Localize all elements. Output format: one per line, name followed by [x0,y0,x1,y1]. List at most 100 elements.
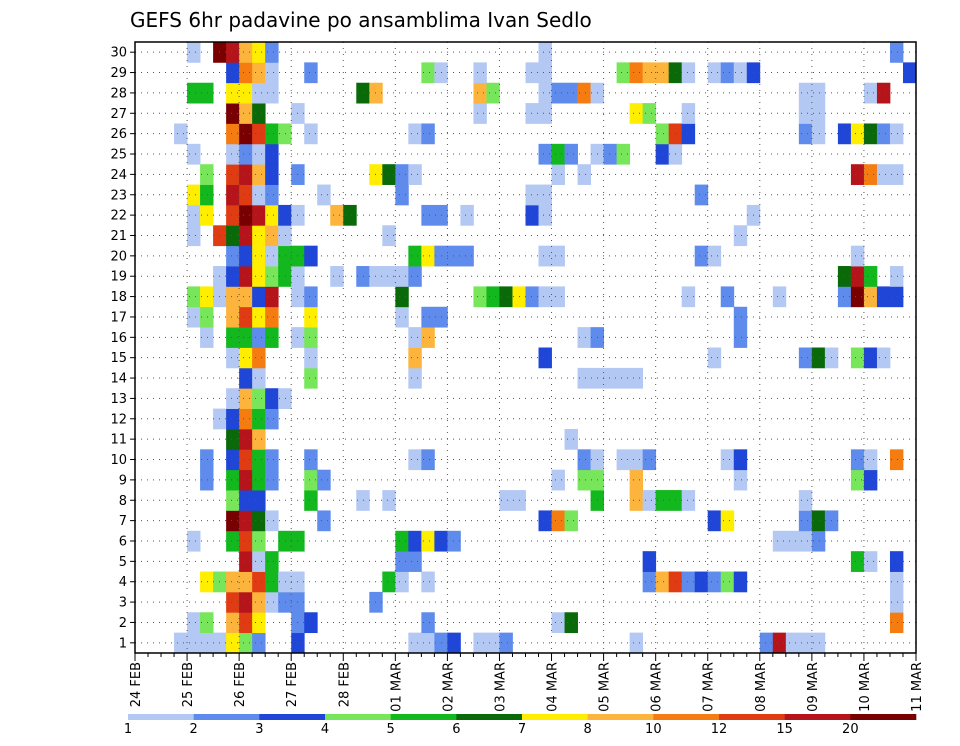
heatmap-cell [694,571,709,593]
heatmap-cell [252,551,266,572]
heatmap-cell [408,367,422,389]
heatmap-cell [252,245,266,267]
heatmap-cell [304,367,318,389]
heatmap-cell [252,143,266,165]
heatmap-cell [616,143,631,165]
x-tick-label: 27 FEB [285,662,300,707]
heatmap-cell [304,286,318,308]
heatmap-cell [265,62,279,84]
heatmap-cell [811,510,826,532]
heatmap-cell [811,347,826,369]
heatmap-cell [863,469,878,491]
heatmap-cell [681,286,696,308]
heatmap-cell [369,164,383,185]
heatmap-cell [434,245,474,267]
x-tick-label: 02 MAR [441,662,456,712]
y-tick-label: 1 [119,636,127,651]
heatmap-cell [187,42,201,63]
heatmap-cell [564,143,578,165]
heatmap-cell [200,612,214,634]
heatmap-cell [889,612,904,634]
heatmap-cell [252,164,266,185]
heatmap-cell [252,306,266,328]
heatmap-cell [239,408,253,430]
heatmap-cell [655,571,670,593]
heatmap-cell [239,490,266,511]
heatmap-cell [265,571,279,593]
heatmap-cell [239,266,253,287]
heatmap-cell [525,103,552,124]
heatmap-cell [226,266,240,287]
heatmap-cell [538,42,552,63]
heatmap-cell [226,164,240,185]
x-tick-label: 28 FEB [337,662,352,707]
y-tick-label: 23 [110,188,127,203]
y-tick-label: 24 [110,168,127,183]
heatmap-cell [850,164,865,185]
heatmap-cell [538,510,552,532]
heatmap-cell [174,123,188,145]
legend-swatch [325,714,391,720]
heatmap-cell [187,184,201,206]
y-tick-label: 2 [119,616,127,631]
heatmap-cell [798,123,813,145]
heatmap-cell [252,510,266,532]
heatmap-cell [226,510,240,532]
heatmap-cell [239,591,253,613]
heatmap-cell [642,103,657,124]
heatmap-cell [733,469,748,491]
x-tick-label: 24 FEB [129,662,144,707]
heatmap-cell [187,225,201,247]
heatmap-cell [239,225,253,247]
legend-swatch [587,714,654,720]
heatmap-cell [421,449,435,471]
x-tick-label: 01 MAR [389,662,404,712]
y-tick-label: 15 [110,351,127,366]
heatmap-cell [473,632,500,654]
heatmap-cell [564,428,578,450]
heatmap-cell [850,266,865,287]
heatmap-cell [577,367,644,389]
heatmap-cell [889,449,904,471]
heatmap-cell [798,82,826,104]
heatmap-cell [642,449,657,471]
legend-swatch [259,714,326,720]
heatmap-cell [265,408,279,430]
heatmap-cell [265,469,279,491]
heatmap-cell [265,204,279,226]
heatmap-cell [226,286,253,308]
heatmap-cell [252,286,266,308]
heatmap-cell [252,367,266,389]
heatmap-cell [720,286,735,308]
heatmap-cell [239,388,253,409]
heatmap-cell [239,510,253,532]
y-tick-label: 22 [110,209,127,224]
heatmap-cell [798,490,813,511]
heatmap-cell [538,143,552,165]
heatmap-cell [447,632,461,654]
heatmap-cell [486,82,500,104]
heatmap-cell [226,591,240,613]
x-tick-label: 04 MAR [546,662,561,712]
heatmap-cell [551,469,565,491]
heatmap-cell [382,571,396,593]
heatmap-cell [239,184,253,206]
heatmap-cell [200,204,214,226]
heatmap-cell [239,632,253,654]
heatmap-cell [772,286,787,308]
legend-label: 4 [321,722,329,737]
heatmap-cell [330,266,344,287]
legend-label: 6 [452,722,460,737]
heatmap-cell [304,490,318,511]
legend-swatch [193,714,260,720]
heatmap-cell [395,530,409,552]
heatmap-cell [863,347,878,369]
heatmap-cell [577,164,591,185]
heatmap-cell [733,306,748,328]
heatmap-cell [304,327,318,348]
heatmap-cell [733,62,748,84]
heatmap-cell [694,245,709,267]
heatmap-cell [226,103,240,124]
heatmap-cell [200,184,214,206]
heatmap-cell [837,123,852,145]
